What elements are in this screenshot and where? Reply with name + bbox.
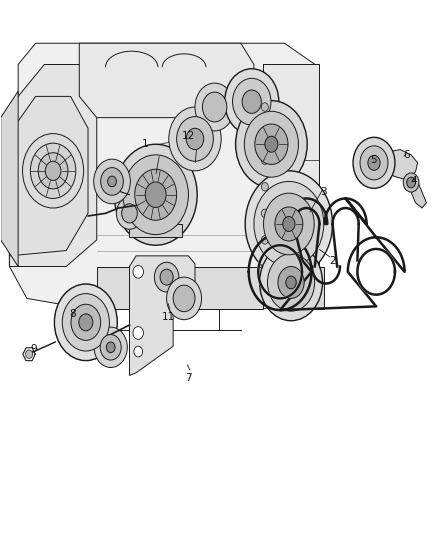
Text: 1: 1: [141, 139, 148, 149]
Circle shape: [368, 156, 380, 170]
Polygon shape: [263, 64, 319, 293]
Circle shape: [160, 269, 173, 285]
Polygon shape: [97, 266, 263, 309]
Polygon shape: [0, 150, 10, 203]
Circle shape: [283, 216, 295, 231]
Circle shape: [265, 136, 278, 152]
Circle shape: [154, 262, 179, 292]
Circle shape: [94, 159, 131, 204]
Circle shape: [133, 327, 144, 340]
Bar: [272, 266, 324, 309]
Text: 12: 12: [182, 131, 195, 141]
Circle shape: [166, 277, 201, 320]
Circle shape: [233, 78, 271, 125]
Circle shape: [407, 177, 416, 188]
Circle shape: [255, 124, 288, 165]
Circle shape: [360, 146, 388, 180]
Circle shape: [71, 304, 101, 341]
Text: 4: 4: [410, 176, 417, 187]
Circle shape: [22, 134, 84, 208]
Circle shape: [135, 169, 177, 220]
Circle shape: [286, 274, 309, 302]
Circle shape: [261, 182, 268, 191]
Circle shape: [261, 156, 268, 165]
Text: 6: 6: [403, 150, 410, 160]
Circle shape: [179, 287, 189, 300]
Circle shape: [122, 204, 138, 223]
Circle shape: [261, 103, 268, 111]
Circle shape: [117, 197, 143, 229]
Polygon shape: [10, 96, 88, 256]
Circle shape: [108, 176, 117, 187]
Text: 3: 3: [321, 187, 327, 197]
Circle shape: [62, 294, 110, 351]
Circle shape: [177, 117, 213, 161]
Circle shape: [242, 90, 261, 114]
Polygon shape: [10, 64, 97, 266]
Circle shape: [264, 193, 314, 255]
Circle shape: [134, 346, 143, 357]
Circle shape: [278, 266, 304, 298]
Circle shape: [45, 161, 61, 180]
Polygon shape: [79, 43, 254, 118]
Circle shape: [133, 265, 144, 278]
Circle shape: [94, 327, 127, 368]
Circle shape: [353, 138, 395, 188]
Circle shape: [261, 130, 268, 138]
Text: 7: 7: [185, 373, 192, 383]
Circle shape: [254, 181, 324, 266]
Circle shape: [286, 276, 296, 289]
Circle shape: [38, 153, 68, 189]
Circle shape: [186, 128, 204, 150]
Bar: [130, 224, 182, 237]
Circle shape: [260, 244, 322, 321]
Circle shape: [403, 173, 419, 192]
Polygon shape: [407, 177, 426, 208]
Circle shape: [101, 167, 124, 195]
Circle shape: [106, 342, 115, 353]
Circle shape: [169, 107, 221, 171]
Text: 8: 8: [69, 309, 76, 319]
Polygon shape: [1, 91, 18, 266]
Circle shape: [275, 207, 303, 241]
Text: 11: 11: [162, 312, 175, 322]
Circle shape: [236, 101, 307, 188]
Circle shape: [173, 285, 195, 312]
Polygon shape: [10, 43, 319, 309]
Circle shape: [225, 69, 279, 135]
Circle shape: [202, 92, 227, 122]
Circle shape: [145, 182, 166, 207]
Circle shape: [30, 143, 76, 198]
Circle shape: [245, 171, 332, 277]
Circle shape: [195, 83, 234, 131]
Circle shape: [54, 284, 117, 361]
Polygon shape: [387, 150, 418, 179]
Circle shape: [261, 236, 268, 244]
Circle shape: [100, 335, 121, 360]
Polygon shape: [130, 256, 195, 375]
Circle shape: [123, 155, 188, 235]
Circle shape: [261, 209, 268, 217]
Text: 9: 9: [30, 344, 37, 354]
Circle shape: [114, 144, 197, 245]
Circle shape: [244, 111, 298, 177]
Circle shape: [79, 314, 93, 331]
Text: 5: 5: [371, 155, 377, 165]
Text: 2: 2: [329, 256, 336, 266]
Circle shape: [268, 254, 314, 311]
Circle shape: [25, 350, 32, 359]
